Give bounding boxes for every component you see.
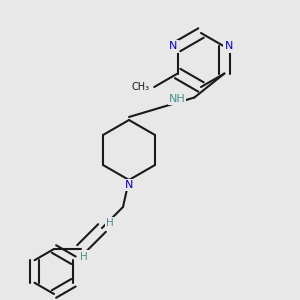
Text: CH₃: CH₃ — [132, 82, 150, 92]
Text: N: N — [169, 41, 178, 52]
Text: N: N — [125, 180, 133, 190]
Text: H: H — [106, 218, 113, 229]
Text: N: N — [224, 41, 233, 52]
Text: NH: NH — [169, 94, 185, 104]
Text: H: H — [80, 251, 88, 262]
